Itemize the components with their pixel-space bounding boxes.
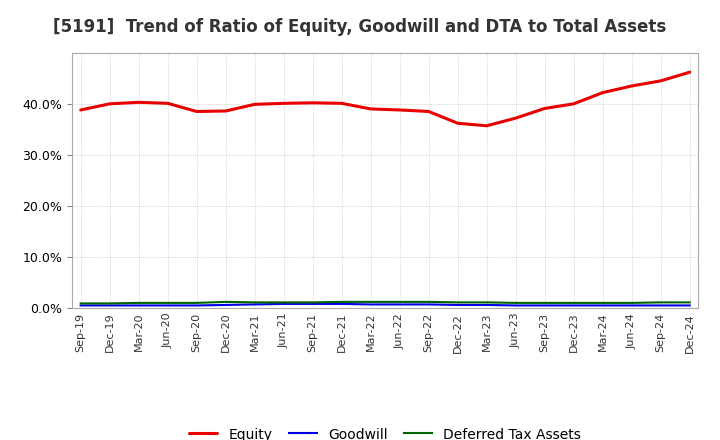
Deferred Tax Assets [338,299,346,304]
Deferred Tax Assets [454,300,462,305]
Deferred Tax Assets [685,300,694,305]
Equity [685,70,694,75]
Equity [627,83,636,88]
Goodwill [598,303,607,308]
Equity [598,90,607,95]
Goodwill [627,303,636,308]
Equity [135,100,143,105]
Goodwill [541,303,549,308]
Line: Equity: Equity [81,72,690,126]
Equity [163,101,172,106]
Equity [424,109,433,114]
Text: [5191]  Trend of Ratio of Equity, Goodwill and DTA to Total Assets: [5191] Trend of Ratio of Equity, Goodwil… [53,18,667,36]
Goodwill [570,303,578,308]
Deferred Tax Assets [570,300,578,305]
Goodwill [657,303,665,308]
Equity [541,106,549,111]
Deferred Tax Assets [308,300,317,305]
Goodwill [308,301,317,307]
Legend: Equity, Goodwill, Deferred Tax Assets: Equity, Goodwill, Deferred Tax Assets [184,422,587,440]
Goodwill [105,303,114,308]
Goodwill [454,302,462,308]
Goodwill [338,301,346,307]
Equity [221,108,230,114]
Goodwill [251,302,259,307]
Deferred Tax Assets [279,300,288,305]
Equity [570,101,578,106]
Equity [251,102,259,107]
Equity [192,109,201,114]
Deferred Tax Assets [76,301,85,306]
Deferred Tax Assets [598,300,607,305]
Goodwill [279,301,288,307]
Deferred Tax Assets [627,300,636,305]
Goodwill [221,302,230,308]
Line: Deferred Tax Assets: Deferred Tax Assets [81,302,690,304]
Deferred Tax Assets [251,300,259,305]
Goodwill [511,303,520,308]
Deferred Tax Assets [395,299,404,304]
Goodwill [135,303,143,308]
Equity [366,106,375,112]
Equity [308,100,317,106]
Equity [105,101,114,106]
Deferred Tax Assets [192,300,201,305]
Deferred Tax Assets [482,300,491,305]
Goodwill [424,302,433,307]
Equity [76,107,85,113]
Deferred Tax Assets [105,301,114,306]
Deferred Tax Assets [135,300,143,305]
Deferred Tax Assets [221,299,230,304]
Equity [511,115,520,121]
Equity [482,123,491,128]
Deferred Tax Assets [541,300,549,305]
Line: Goodwill: Goodwill [81,304,690,305]
Deferred Tax Assets [163,300,172,305]
Equity [395,107,404,113]
Deferred Tax Assets [657,300,665,305]
Goodwill [395,302,404,307]
Deferred Tax Assets [511,300,520,305]
Goodwill [685,303,694,308]
Goodwill [482,302,491,308]
Equity [454,121,462,126]
Equity [657,78,665,84]
Deferred Tax Assets [424,299,433,304]
Goodwill [163,303,172,308]
Equity [279,101,288,106]
Goodwill [76,303,85,308]
Deferred Tax Assets [366,299,375,304]
Goodwill [192,303,201,308]
Goodwill [366,302,375,307]
Equity [338,101,346,106]
